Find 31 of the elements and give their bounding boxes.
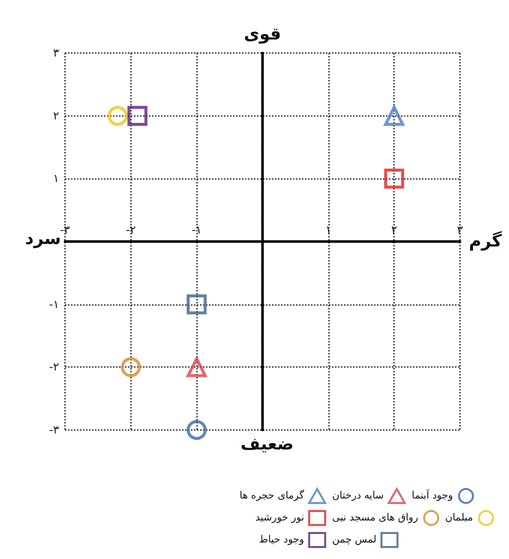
- legend-label: گرمای حجره ها: [240, 490, 304, 502]
- x-tick-label: ۱: [325, 224, 332, 236]
- y-axis-title: قوی: [244, 24, 282, 44]
- y-tick-label: -۲: [49, 360, 60, 374]
- point: [384, 168, 404, 189]
- legend-label: مبلمان: [445, 512, 473, 524]
- legend-label: نور خورشید: [255, 512, 304, 524]
- point: [108, 106, 128, 126]
- x-tick-label: -۲: [126, 224, 136, 236]
- point: [186, 357, 207, 378]
- point: [186, 420, 207, 440]
- legend-label: لمس چمن: [332, 534, 376, 546]
- legend-label: وجود آبنما: [412, 488, 454, 502]
- point: [120, 357, 141, 378]
- point: [127, 106, 148, 126]
- y-tick-label: ۱: [53, 172, 59, 186]
- legend-label: وجود حیاط: [258, 534, 304, 546]
- x-axis-title: گرم: [468, 230, 502, 252]
- y-tick-label: -۱: [49, 298, 59, 311]
- point: [186, 294, 207, 314]
- x-tick-label: -۱: [192, 224, 202, 236]
- legend-label: رواق های مسجد نبی: [332, 512, 418, 524]
- y-tick-label: ۲: [53, 109, 60, 122]
- x-tick-label: ۳: [457, 224, 464, 236]
- legend-label: سایه درختان: [332, 490, 384, 502]
- point: [384, 106, 404, 126]
- text: ضعیف: [240, 434, 294, 454]
- y-tick-label: ۳: [53, 46, 60, 60]
- text: سرد: [24, 229, 62, 249]
- x-tick-label: ۲: [391, 224, 398, 236]
- y-tick-label: -۳: [49, 424, 60, 436]
